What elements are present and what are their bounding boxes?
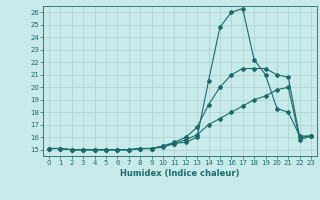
X-axis label: Humidex (Indice chaleur): Humidex (Indice chaleur) bbox=[120, 169, 240, 178]
